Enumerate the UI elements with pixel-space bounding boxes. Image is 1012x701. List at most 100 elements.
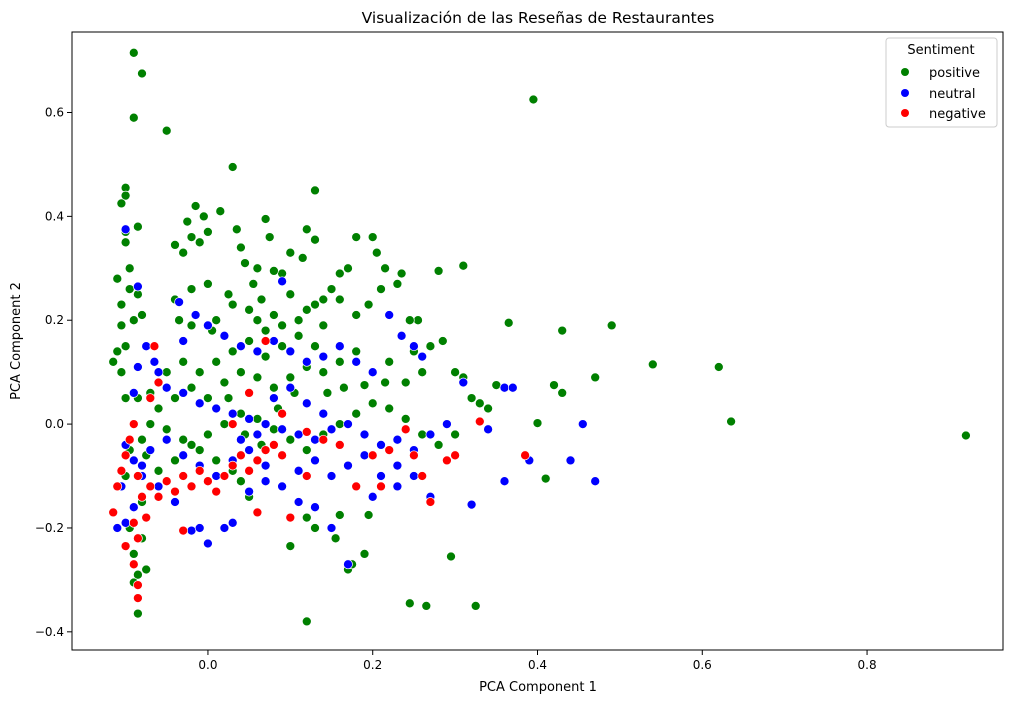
data-point-positive: [437, 336, 448, 346]
data-point-negative: [334, 440, 345, 450]
data-point-neutral: [133, 362, 143, 372]
data-point-neutral: [260, 476, 271, 487]
data-point-positive: [186, 382, 197, 393]
data-point-neutral: [301, 398, 312, 409]
data-point-positive: [145, 419, 156, 429]
data-point-neutral: [384, 310, 395, 320]
data-point-negative: [227, 419, 238, 429]
data-point-positive: [219, 377, 230, 388]
data-point-positive: [483, 403, 493, 414]
y-tick-label: 0.0: [45, 417, 64, 431]
data-point-positive: [178, 247, 189, 258]
data-point-positive: [351, 346, 362, 357]
data-point-negative: [318, 434, 329, 445]
data-point-positive: [491, 380, 502, 390]
data-point-neutral: [392, 460, 403, 471]
data-point-positive: [128, 549, 139, 559]
data-point-neutral: [285, 346, 296, 357]
y-tick-label: 0.6: [45, 105, 64, 119]
data-point-neutral: [128, 388, 139, 398]
data-point-negative: [260, 445, 271, 455]
data-point-negative: [108, 507, 119, 518]
data-point-neutral: [120, 517, 131, 528]
data-point-positive: [367, 398, 378, 409]
data-point-positive: [203, 227, 213, 237]
data-point-negative: [178, 525, 189, 536]
data-point-positive: [334, 419, 345, 429]
data-point-negative: [186, 481, 197, 492]
data-point-neutral: [260, 460, 271, 471]
data-point-positive: [301, 512, 312, 523]
data-point-positive: [194, 237, 205, 248]
data-point-positive: [433, 440, 444, 450]
data-point-positive: [161, 367, 172, 378]
data-point-positive: [203, 393, 213, 403]
data-point-positive: [713, 362, 724, 372]
data-point-negative: [203, 476, 213, 487]
data-point-positive: [112, 346, 123, 357]
data-point-positive: [726, 416, 736, 427]
data-point-negative: [277, 408, 287, 419]
data-point-positive: [211, 455, 222, 466]
data-point-positive: [363, 299, 374, 310]
data-point-neutral: [178, 336, 189, 346]
data-point-negative: [120, 450, 131, 461]
data-point-positive: [334, 268, 345, 279]
data-point-negative: [219, 471, 230, 481]
data-point-positive: [433, 266, 444, 276]
data-point-positive: [194, 367, 205, 378]
data-point-neutral: [186, 525, 197, 536]
data-point-positive: [260, 325, 271, 336]
data-point-positive: [363, 510, 374, 520]
data-point-positive: [392, 279, 403, 289]
data-point-neutral: [252, 346, 263, 357]
data-point-positive: [244, 336, 254, 346]
data-point-neutral: [178, 388, 189, 398]
data-point-positive: [260, 351, 271, 362]
data-point-negative: [520, 450, 530, 461]
data-point-negative: [133, 533, 143, 544]
data-point-negative: [128, 517, 139, 528]
data-point-neutral: [112, 523, 123, 533]
data-point-positive: [260, 214, 271, 224]
data-point-positive: [133, 569, 143, 580]
data-point-positive: [285, 541, 296, 551]
data-point-positive: [128, 315, 139, 326]
data-point-negative: [161, 476, 172, 487]
data-point-neutral: [458, 377, 469, 388]
y-tick-label: −0.4: [35, 625, 64, 639]
data-point-positive: [227, 299, 238, 310]
data-point-positive: [252, 372, 263, 383]
data-point-negative: [112, 481, 123, 492]
data-point-neutral: [252, 429, 263, 440]
data-point-positive: [458, 260, 469, 271]
data-point-positive: [227, 346, 238, 357]
data-point-positive: [141, 564, 152, 575]
data-point-neutral: [318, 408, 329, 419]
data-point-negative: [116, 465, 127, 476]
data-point-neutral: [236, 341, 246, 352]
data-point-neutral: [149, 356, 160, 367]
data-point-positive: [647, 359, 658, 370]
data-point-positive: [339, 382, 349, 393]
data-point-positive: [961, 430, 971, 441]
data-point-positive: [186, 440, 197, 450]
data-point-positive: [384, 356, 395, 367]
data-point-positive: [120, 341, 131, 352]
data-point-positive: [318, 320, 329, 331]
data-point-negative: [133, 593, 143, 603]
data-point-positive: [330, 533, 341, 544]
data-point-positive: [203, 279, 213, 289]
data-point-positive: [182, 216, 193, 227]
data-point-positive: [236, 476, 246, 487]
data-point-negative: [474, 416, 485, 427]
data-point-negative: [400, 424, 411, 435]
y-axis: −0.4 −0.2 0.0 0.2 0.4 0.6: [35, 105, 72, 639]
x-tick-label: 0.8: [858, 658, 877, 672]
data-point-neutral: [269, 336, 279, 346]
data-point-neutral: [211, 471, 222, 481]
data-point-neutral: [483, 424, 493, 435]
data-point-positive: [285, 247, 296, 258]
y-tick-label: 0.4: [45, 209, 64, 223]
